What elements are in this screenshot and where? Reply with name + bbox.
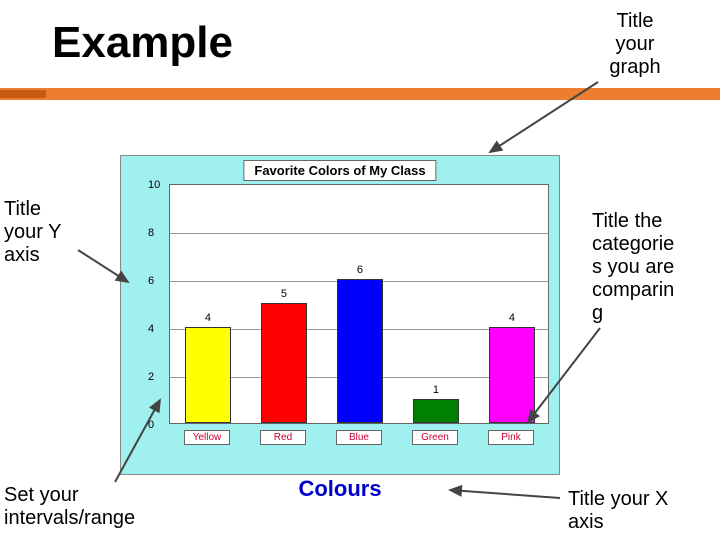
bar-green: 1: [413, 399, 459, 423]
bar-value-label: 4: [205, 312, 211, 324]
divider-bar: [0, 88, 720, 100]
annotation-title-x: Title your Xaxis: [568, 488, 718, 534]
annotation-set-intervals: Set yourintervals/range: [4, 484, 174, 530]
annotation-title-y: Titleyour Yaxis: [4, 198, 94, 267]
bar-chart: Favorite Colors of My Class Number of St…: [120, 155, 560, 475]
x-axis-label: Colours: [298, 476, 381, 502]
y-tick-label: 8: [148, 227, 154, 239]
y-tick-label: 10: [148, 179, 160, 191]
legend-item-green: Green: [412, 430, 458, 445]
y-tick-label: 6: [148, 275, 154, 287]
bar-red: 5: [261, 303, 307, 423]
y-tick-label: 0: [148, 419, 154, 431]
legend-item-red: Red: [260, 430, 306, 445]
annotation-title-graph: Titleyourgraph: [590, 10, 680, 79]
y-tick-label: 4: [148, 323, 154, 335]
bar-pink: 4: [489, 327, 535, 423]
legend-item-blue: Blue: [336, 430, 382, 445]
arrow-title-x: [450, 490, 560, 498]
legend-item-yellow: Yellow: [184, 430, 230, 445]
divider-bar-accent: [0, 90, 46, 98]
bar-value-label: 5: [281, 288, 287, 300]
bar-value-label: 6: [357, 264, 363, 276]
grid-line: [170, 233, 548, 234]
plot-area: 024681045614: [169, 184, 549, 424]
chart-title: Favorite Colors of My Class: [243, 160, 436, 181]
bar-value-label: 1: [433, 384, 439, 396]
bar-value-label: 4: [509, 312, 515, 324]
bar-yellow: 4: [185, 327, 231, 423]
annotation-title-categories: Title thecategories you arecomparing: [592, 210, 702, 325]
page-title: Example: [52, 18, 233, 68]
y-tick-label: 2: [148, 371, 154, 383]
legend-item-pink: Pink: [488, 430, 534, 445]
bar-blue: 6: [337, 279, 383, 423]
